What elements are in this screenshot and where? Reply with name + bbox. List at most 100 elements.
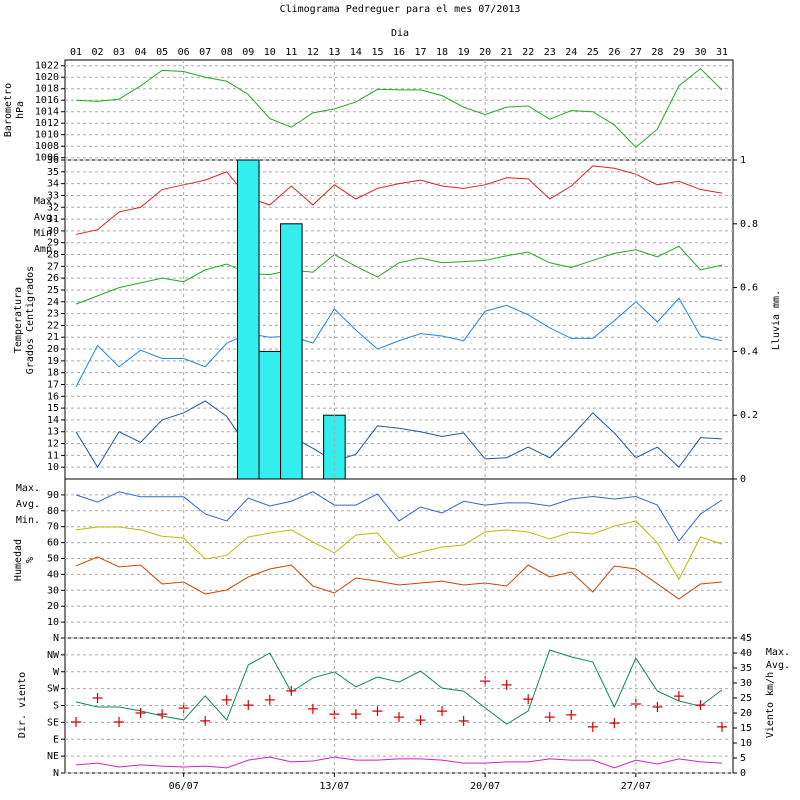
y-tick-label: 13 <box>47 427 59 438</box>
x-date-label: 13/07 <box>319 781 349 792</box>
data-point <box>501 679 512 690</box>
y-tick-label: 50 <box>47 554 59 565</box>
x-tick-label: 04 <box>135 47 147 58</box>
x-tick-label: 01 <box>70 47 82 58</box>
plot-frame <box>64 159 734 480</box>
data-point <box>544 712 555 723</box>
y-tick-label: 1012 <box>35 118 59 129</box>
y2-tick-label: 0.2 <box>740 410 758 421</box>
y-tick-label: 18 <box>47 368 59 379</box>
y-tick-label: N <box>53 768 59 779</box>
legend-label: Min. <box>34 228 58 239</box>
y-tick-label: 30 <box>47 585 59 596</box>
x-tick-label: 31 <box>716 47 728 58</box>
y-tick-label: S <box>53 701 59 712</box>
y2-tick-label: 0.6 <box>740 283 758 294</box>
x-axis-title: Dia <box>391 28 409 39</box>
y-axis-title: Humedad <box>13 539 24 581</box>
y-tick-label: 21 <box>47 332 59 343</box>
x-tick-label: 29 <box>673 47 685 58</box>
y-axis-title: % <box>25 557 36 563</box>
data-point <box>92 693 103 703</box>
data-point <box>264 694 275 705</box>
y-tick-label: 1006 <box>35 153 59 164</box>
legend-label: Max. <box>34 196 58 207</box>
x-tick-label: 07 <box>199 47 211 58</box>
data-point <box>243 700 254 711</box>
y-tick-label: 80 <box>47 506 59 517</box>
y-tick-label: SW <box>47 684 60 695</box>
x-tick-label: 11 <box>285 47 297 58</box>
x-tick-label: 02 <box>92 47 104 58</box>
y-tick-label: 20 <box>47 344 59 355</box>
y2-tick-label: 35 <box>740 663 752 674</box>
y-tick-label: 20 <box>47 601 59 612</box>
y-tick-label: 17 <box>47 379 59 390</box>
y-tick-label: 24 <box>47 297 59 308</box>
y-tick-label: 25 <box>47 285 59 296</box>
y2-tick-label: 40 <box>740 648 752 659</box>
y-tick-label: 1020 <box>35 72 59 83</box>
y-tick-label: 14 <box>47 415 59 426</box>
x-tick-label: 14 <box>350 47 362 58</box>
data-point <box>458 715 469 726</box>
data-point <box>609 718 620 729</box>
data-line <box>75 400 723 469</box>
legend-label: Amp. <box>34 244 58 255</box>
x-date-label: 06/07 <box>169 781 199 792</box>
y-tick-label: NW <box>47 650 60 661</box>
x-tick-label: 27 <box>630 47 642 58</box>
y-tick-label: 35 <box>47 167 59 178</box>
y-tick-label: 30 <box>47 226 59 237</box>
y-tick-label: 16 <box>47 391 59 402</box>
x-tick-label: 24 <box>565 47 577 58</box>
y-tick-label: 1016 <box>35 95 59 106</box>
data-point <box>437 706 448 717</box>
data-point <box>307 703 318 714</box>
x-tick-label: 22 <box>522 47 534 58</box>
data-point <box>717 721 727 732</box>
y2-tick-label: 10 <box>740 738 752 749</box>
x-tick-label: 20 <box>479 47 491 58</box>
y2-tick-label: 0 <box>740 474 746 485</box>
x-tick-label: 18 <box>436 47 448 58</box>
plot-frame <box>64 637 734 774</box>
data-point <box>394 712 404 723</box>
y2-tick-label: 30 <box>740 678 752 689</box>
x-tick-label: 21 <box>501 47 513 58</box>
data-line <box>75 297 723 388</box>
y-tick-label: 1008 <box>35 141 59 152</box>
data-line <box>75 556 723 600</box>
y-tick-label: 27 <box>47 261 59 272</box>
y-tick-label: 11 <box>47 450 59 461</box>
x-tick-label: 12 <box>307 47 319 58</box>
y-tick-label: 36 <box>47 155 59 166</box>
data-line <box>75 491 723 542</box>
data-point <box>652 702 663 712</box>
data-line <box>75 649 723 725</box>
y2-tick-label: 1 <box>740 155 746 166</box>
data-line <box>75 165 723 235</box>
x-tick-label: 03 <box>113 47 125 58</box>
data-point <box>695 700 706 711</box>
x-tick-label: 10 <box>264 47 276 58</box>
y-tick-label: N <box>53 633 59 644</box>
x-tick-label: 17 <box>415 47 427 58</box>
x-tick-label: 26 <box>608 47 620 58</box>
data-point <box>523 694 534 705</box>
x-tick-label: 05 <box>156 47 168 58</box>
y-tick-label: 23 <box>47 309 59 320</box>
x-date-label: 20/07 <box>470 781 500 792</box>
y-tick-label: 29 <box>47 238 59 249</box>
y-tick-label: 26 <box>47 273 59 284</box>
y2-tick-label: 45 <box>740 633 752 644</box>
data-line <box>75 756 723 769</box>
bar <box>258 350 282 480</box>
data-point <box>350 709 361 720</box>
data-point <box>221 694 232 705</box>
y-tick-label: E <box>53 734 59 745</box>
data-point <box>200 715 211 726</box>
y-tick-label: 32 <box>47 202 59 213</box>
data-point <box>566 709 577 720</box>
